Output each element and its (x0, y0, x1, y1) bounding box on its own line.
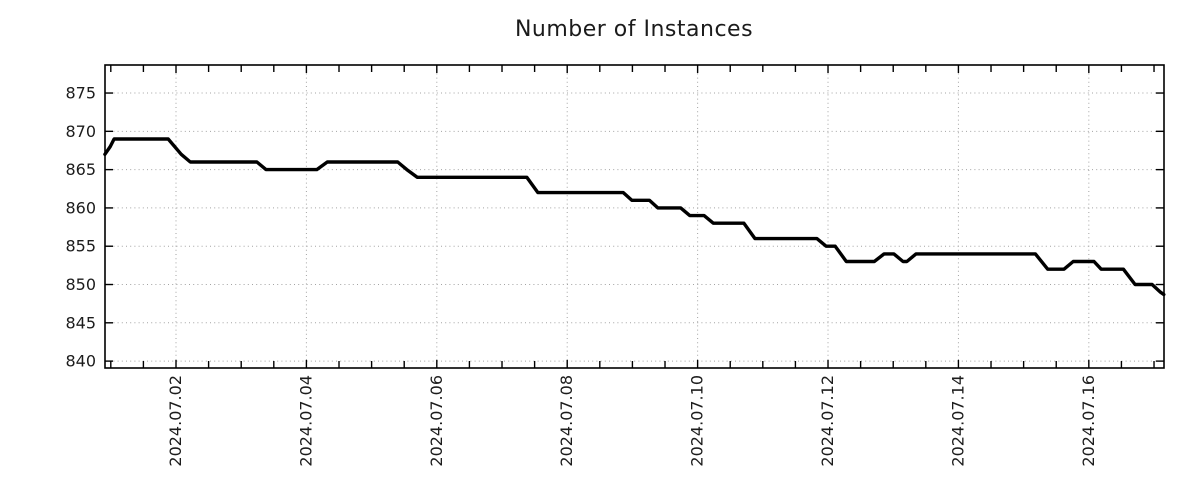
y-tick-label: 855 (65, 237, 96, 256)
plot-border (104, 64, 1165, 369)
x-tick-label: 2024.07.04 (296, 375, 315, 467)
y-tick-label: 845 (65, 313, 96, 332)
x-tick-label: 2024.07.16 (1079, 375, 1098, 467)
x-tick-label: 2024.07.08 (557, 375, 576, 467)
y-tick-label: 875 (65, 84, 96, 103)
x-tick-label: 2024.07.14 (948, 375, 967, 467)
x-tick-label: 2024.07.06 (427, 375, 446, 467)
y-tick-label: 840 (65, 352, 96, 371)
y-tick-label: 865 (65, 160, 96, 179)
chart-title: Number of Instances (514, 17, 754, 42)
y-tick-label: 850 (65, 275, 96, 294)
x-tick-label: 2024.07.02 (166, 375, 185, 467)
x-tick-label: 2024.07.10 (688, 375, 707, 467)
y-tick-label: 870 (65, 122, 96, 141)
data-line-instances (103, 137, 1166, 297)
y-tick-label: 860 (65, 198, 96, 217)
x-tick-label: 2024.07.12 (818, 375, 837, 467)
